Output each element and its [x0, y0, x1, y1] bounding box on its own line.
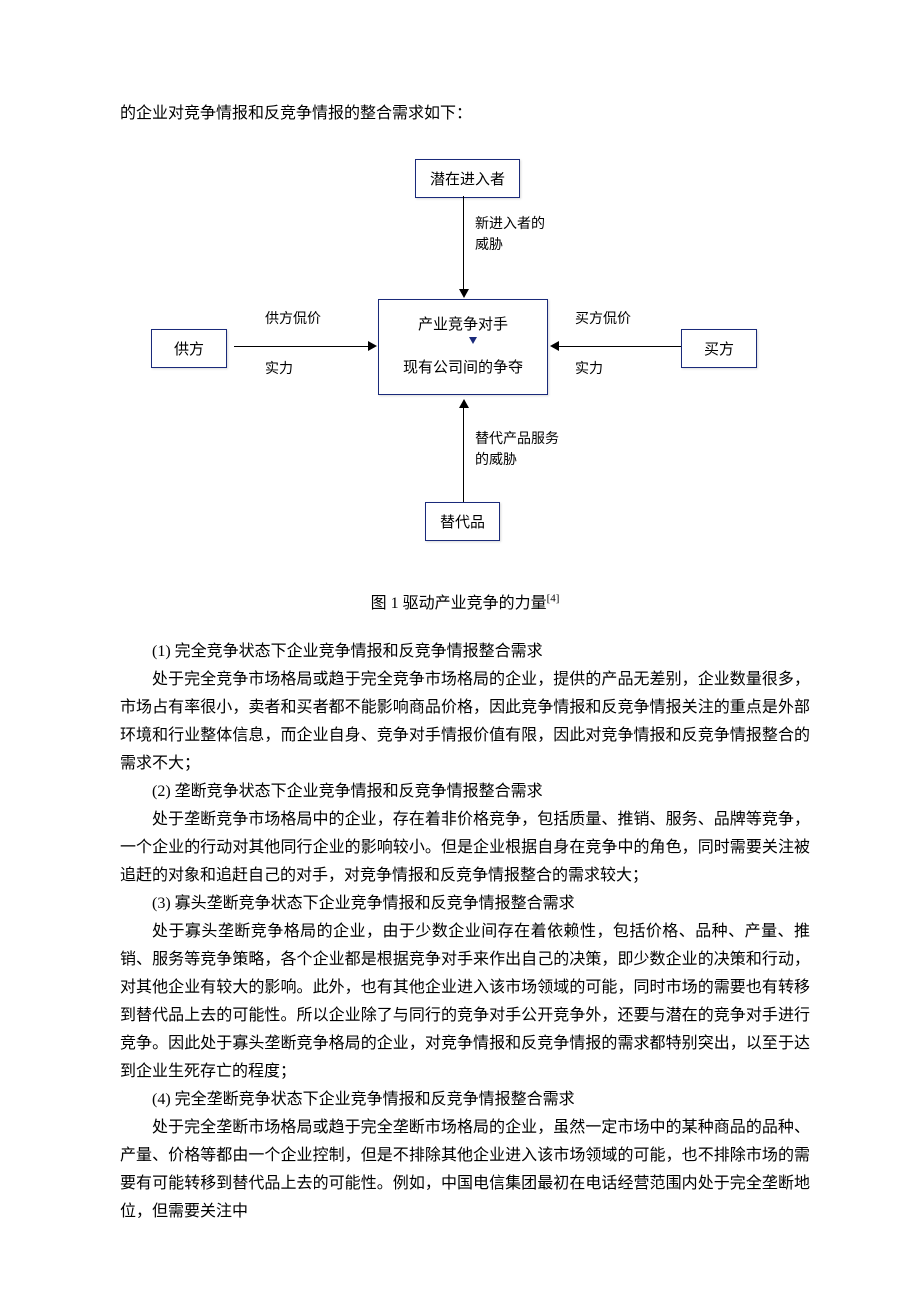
edge-top-l1: 新进入者的	[475, 217, 545, 232]
node-left: 供方	[151, 329, 227, 368]
intro-text: 的企业对竞争情报和反竞争情报的整合需求如下：	[120, 100, 810, 129]
sec1-para: 处于完全竞争市场格局或趋于完全竞争市场格局的企业，提供的产品无差别，企业数量很多…	[120, 666, 810, 778]
arrow-left-head	[368, 341, 377, 351]
edge-label-right: 买方侃价	[575, 309, 631, 330]
edge-label-left: 供方侃价	[265, 309, 321, 330]
sec2-head: (2) 垄断竞争状态下企业竞争情报和反竞争情报整合需求	[120, 778, 810, 806]
sec3-para: 处于寡头垄断竞争格局的企业，由于少数企业间存在着依赖性，包括价格、品种、产量、推…	[120, 918, 810, 1086]
arrow-top	[463, 196, 464, 291]
center-line1: 产业竞争对手	[403, 312, 523, 339]
arrow-right-line	[558, 346, 681, 347]
arrow-bottom-line	[463, 407, 464, 502]
sec1-head: (1) 完全竞争状态下企业竞争情报和反竞争情报整合需求	[120, 638, 810, 666]
center-line2: 现有公司间的争夺	[403, 355, 523, 382]
five-forces-diagram: 潜在进入者 新进入者的 威胁 产业竞争对手 现有公司间的争夺 供方 供方侃价 实…	[125, 159, 805, 559]
arrow-left-line	[234, 346, 369, 347]
edge-label-top: 新进入者的 威胁	[475, 214, 545, 256]
sec4-head: (4) 完全垄断竞争状态下企业竞争情报和反竞争情报整合需求	[120, 1086, 810, 1114]
node-right: 买方	[681, 329, 757, 368]
caption-ref: [4]	[547, 592, 560, 604]
figure-caption: 图 1 驱动产业竞争的力量[4]	[120, 589, 810, 613]
center-tiny-arrow	[469, 337, 477, 344]
node-center: 产业竞争对手 现有公司间的争夺	[378, 299, 548, 395]
edge-right-l2: 实力	[575, 362, 603, 377]
arrow-top-head	[459, 289, 469, 298]
node-bottom: 替代品	[425, 502, 500, 541]
sec3-head: (3) 寡头垄断竞争状态下企业竞争情报和反竞争情报整合需求	[120, 890, 810, 918]
arrow-right-head	[550, 341, 559, 351]
edge-label-left2: 实力	[265, 359, 293, 380]
body-text: (1) 完全竞争状态下企业竞争情报和反竞争情报整合需求 处于完全竞争市场格局或趋…	[120, 638, 810, 1226]
arrow-bottom-head	[459, 399, 469, 408]
edge-label-bottom: 替代产品服务 的威胁	[475, 429, 559, 471]
edge-left-l1: 供方侃价	[265, 312, 321, 327]
edge-bottom-l2: 的威胁	[475, 453, 517, 468]
node-top: 潜在进入者	[415, 159, 520, 198]
edge-label-right2: 实力	[575, 359, 603, 380]
caption-text: 图 1 驱动产业竞争的力量	[371, 595, 547, 612]
edge-left-l2: 实力	[265, 362, 293, 377]
sec2-para: 处于垄断竞争市场格局中的企业，存在着非价格竞争，包括质量、推销、服务、品牌等竞争…	[120, 806, 810, 890]
edge-top-l2: 威胁	[475, 238, 503, 253]
sec4-para: 处于完全垄断市场格局或趋于完全垄断市场格局的企业，虽然一定市场中的某种商品的品种…	[120, 1114, 810, 1226]
edge-bottom-l1: 替代产品服务	[475, 432, 559, 447]
edge-right-l1: 买方侃价	[575, 312, 631, 327]
